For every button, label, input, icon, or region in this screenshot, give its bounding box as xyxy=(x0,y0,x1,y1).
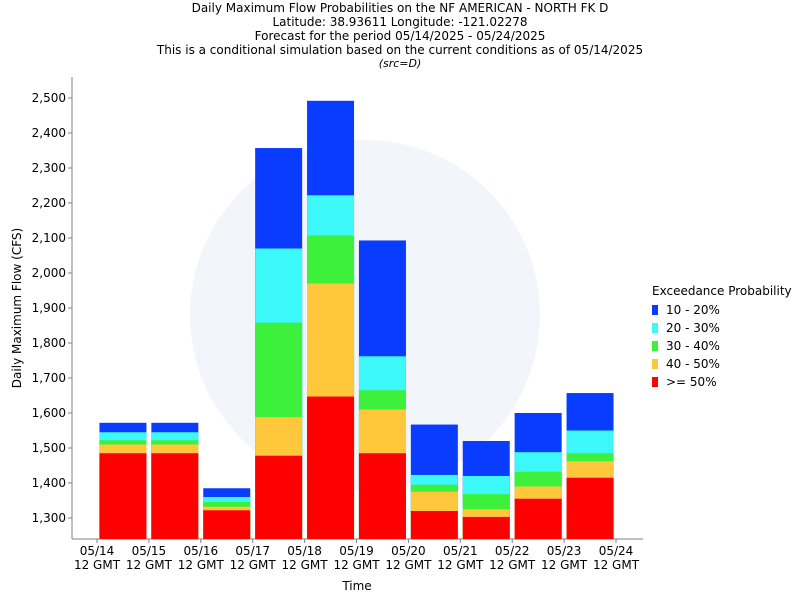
bar-segment-50 xyxy=(307,396,355,539)
legend-item: 20 - 30% xyxy=(652,319,792,337)
legend: Exceedance Probability 10 - 20% 20 - 30% 3… xyxy=(652,284,792,391)
y-tick-label: 1,800 xyxy=(32,336,66,350)
x-tick-label-date: 05/22 xyxy=(495,544,530,558)
x-tick-label-date: 05/18 xyxy=(287,544,322,558)
y-tick-label: 2,300 xyxy=(32,161,66,175)
x-tick-label-time: 12 GMT xyxy=(437,558,484,572)
legend-item: 40 - 50% xyxy=(652,355,792,373)
y-tick-label: 2,500 xyxy=(32,91,66,105)
legend-title: Exceedance Probability xyxy=(652,284,792,298)
x-tick-label-time: 12 GMT xyxy=(230,558,277,572)
y-tick-label: 2,000 xyxy=(32,266,66,280)
legend-label: 20 - 30% xyxy=(666,321,720,335)
x-tick-label-date: 05/24 xyxy=(599,544,634,558)
x-tick-label-time: 12 GMT xyxy=(178,558,225,572)
x-tick-label-time: 12 GMT xyxy=(385,558,432,572)
legend-label: 30 - 40% xyxy=(666,339,720,353)
chart-subtitle-location: Latitude: 38.93611 Longitude: -121.02278 xyxy=(272,15,528,29)
legend-items: 10 - 20% 20 - 30% 30 - 40% 40 - 50% >= 50% xyxy=(652,301,792,391)
bar-segment-50 xyxy=(99,453,147,539)
chart-title: Daily Maximum Flow Probabilities on the … xyxy=(191,1,609,15)
legend-label: 10 - 20% xyxy=(666,303,720,317)
bar-segment-50 xyxy=(566,477,614,539)
x-tick-label-date: 05/19 xyxy=(339,544,374,558)
x-tick-label-time: 12 GMT xyxy=(74,558,121,572)
legend-swatch xyxy=(652,359,658,369)
bar-segment-50 xyxy=(410,511,458,539)
chart-subtitle-period: Forecast for the period 05/14/2025 - 05/… xyxy=(254,29,546,43)
legend-swatch xyxy=(652,377,658,387)
legend-swatch xyxy=(652,305,658,315)
chart-subtitle-conditions: This is a conditional simulation based o… xyxy=(156,43,644,57)
x-tick-label-date: 05/14 xyxy=(80,544,115,558)
bar-segment-50 xyxy=(358,453,406,539)
y-axis-title: Daily Maximum Flow (CFS) xyxy=(10,228,24,388)
x-tick-label-time: 12 GMT xyxy=(282,558,329,572)
bar-segment-50 xyxy=(203,510,251,539)
x-tick-label-time: 12 GMT xyxy=(541,558,588,572)
bar-segment-50 xyxy=(255,455,303,539)
bar-segment-50 xyxy=(151,453,199,539)
x-tick-label-date: 05/16 xyxy=(184,544,219,558)
legend-item: 30 - 40% xyxy=(652,337,792,355)
x-tick-label-date: 05/17 xyxy=(235,544,270,558)
legend-swatch xyxy=(652,341,658,351)
y-tick-label: 2,400 xyxy=(32,126,66,140)
legend-label: >= 50% xyxy=(666,375,717,389)
bar-segment-50 xyxy=(514,498,562,539)
y-tick-label: 1,600 xyxy=(32,406,66,420)
x-tick-label-time: 12 GMT xyxy=(593,558,640,572)
y-tick-label: 1,700 xyxy=(32,371,66,385)
x-tick-label-time: 12 GMT xyxy=(333,558,380,572)
y-tick-label: 1,900 xyxy=(32,301,66,315)
x-tick-label-date: 05/20 xyxy=(391,544,426,558)
legend-swatch xyxy=(652,323,658,333)
x-tick-label-date: 05/21 xyxy=(443,544,478,558)
y-tick-label: 1,400 xyxy=(32,476,66,490)
y-tick-label: 1,500 xyxy=(32,441,66,455)
y-tick-label: 2,200 xyxy=(32,196,66,210)
legend-item: >= 50% xyxy=(652,373,792,391)
x-axis-title: Time xyxy=(341,579,371,593)
x-tick-label-date: 05/15 xyxy=(132,544,167,558)
legend-item: 10 - 20% xyxy=(652,301,792,319)
x-tick-label-time: 12 GMT xyxy=(126,558,173,572)
x-tick-label-time: 12 GMT xyxy=(489,558,536,572)
y-tick-label: 2,100 xyxy=(32,231,66,245)
x-tick-label-date: 05/23 xyxy=(547,544,582,558)
bar-segment-50 xyxy=(462,516,510,539)
chart-title-block: Daily Maximum Flow Probabilities on the … xyxy=(0,0,800,71)
y-tick-label: 1,300 xyxy=(32,511,66,525)
legend-label: 40 - 50% xyxy=(666,357,720,371)
chart-source-note: (src=D) xyxy=(378,57,422,70)
